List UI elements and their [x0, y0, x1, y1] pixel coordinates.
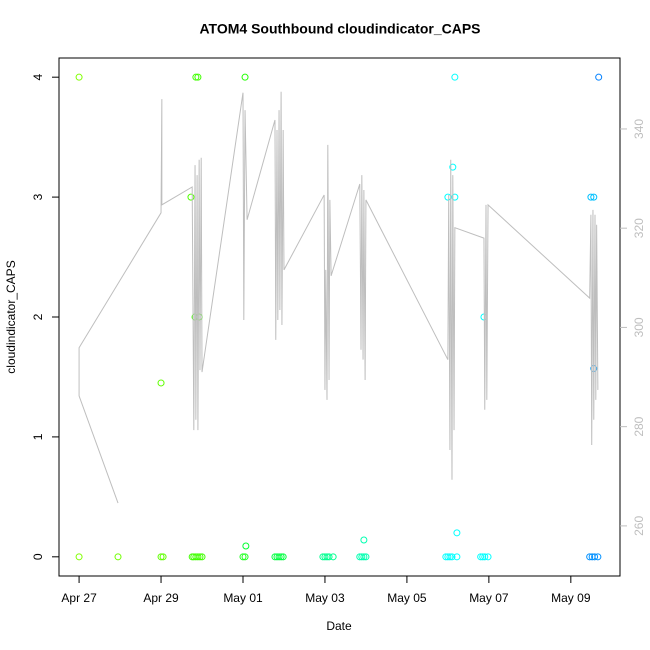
point	[479, 553, 487, 561]
point	[453, 553, 461, 561]
y-axis-label: cloudindicator_CAPS	[4, 260, 18, 373]
point	[194, 553, 202, 561]
point	[448, 553, 456, 561]
point	[449, 163, 457, 171]
point	[594, 553, 602, 561]
point	[591, 553, 599, 561]
point	[157, 553, 165, 561]
x-tick-label: May 07	[469, 591, 509, 605]
series-line	[78, 91, 599, 504]
x-tick-label: May 03	[305, 591, 345, 605]
point	[444, 553, 452, 561]
point	[586, 553, 594, 561]
point	[187, 193, 195, 201]
point	[587, 193, 595, 201]
point	[241, 553, 249, 561]
point	[242, 542, 250, 550]
point	[451, 193, 459, 201]
x-tick-label: May 05	[387, 591, 427, 605]
point	[481, 553, 489, 561]
point	[451, 73, 459, 81]
y-tick-label: 4	[31, 74, 45, 81]
point	[196, 553, 204, 561]
y2-tick-label: 320	[632, 218, 646, 238]
point	[477, 553, 485, 561]
point	[446, 553, 454, 561]
point	[275, 553, 283, 561]
x-tick-label: Apr 27	[61, 591, 97, 605]
y-tick-label: 3	[31, 193, 45, 200]
point	[362, 553, 370, 561]
plot-frame	[58, 57, 621, 577]
x-tick-label: Apr 29	[143, 591, 179, 605]
y2-tick-label: 280	[632, 416, 646, 436]
point	[277, 553, 285, 561]
point	[358, 553, 366, 561]
point	[194, 73, 202, 81]
chart-title: ATOM4 Southbound cloudindicator_CAPS	[199, 21, 480, 37]
y-tick-label: 1	[31, 433, 45, 440]
y-tick-label: 2	[31, 313, 45, 320]
point	[75, 73, 83, 81]
point	[239, 553, 247, 561]
point	[157, 379, 165, 387]
point	[279, 553, 287, 561]
point	[360, 536, 368, 544]
y-tick-label: 0	[31, 553, 45, 560]
point	[198, 553, 206, 561]
point	[75, 553, 83, 561]
point	[329, 553, 337, 561]
point	[114, 553, 122, 561]
point	[360, 553, 368, 561]
point	[159, 553, 167, 561]
point	[192, 73, 200, 81]
x-axis-label: Date	[326, 619, 352, 633]
point	[241, 73, 249, 81]
x-tick-label: May 01	[223, 591, 263, 605]
point	[444, 193, 452, 201]
point	[595, 73, 603, 81]
y2-tick-label: 340	[632, 119, 646, 139]
point	[321, 553, 329, 561]
x-tick-label: May 09	[551, 591, 591, 605]
point	[195, 313, 203, 321]
point	[590, 193, 598, 201]
y2-tick-label: 260	[632, 516, 646, 536]
point	[453, 529, 461, 537]
point	[325, 553, 333, 561]
point	[484, 553, 492, 561]
y2-tick-label: 300	[632, 317, 646, 337]
